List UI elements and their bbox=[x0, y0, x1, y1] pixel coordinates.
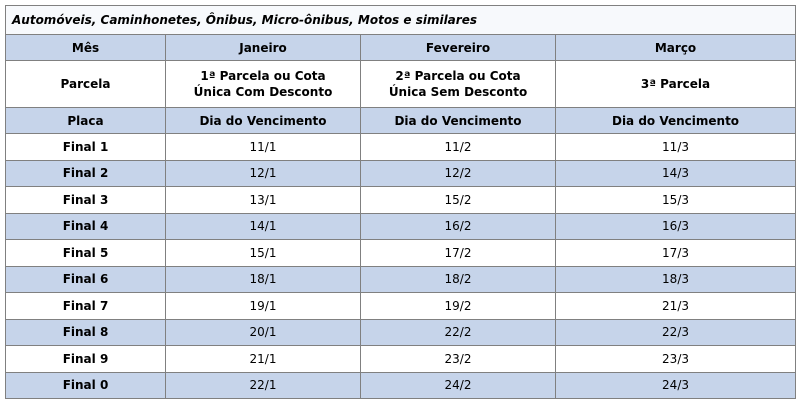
data-row: Final 9 21/1 23/2 23/3 bbox=[5, 345, 797, 373]
data-row: Final 2 12/1 12/2 14/3 bbox=[5, 159, 797, 187]
date-cell: 12/1 bbox=[165, 159, 361, 187]
date-cell: 18/3 bbox=[554, 265, 797, 293]
row-label: Final 8 bbox=[5, 318, 166, 346]
date-cell: 23/3 bbox=[554, 345, 797, 373]
date-cell: 24/3 bbox=[554, 371, 797, 399]
date-cell: 16/2 bbox=[360, 212, 556, 240]
data-row: Final 4 14/1 16/2 16/3 bbox=[5, 212, 797, 240]
date-cell: 22/3 bbox=[554, 318, 797, 346]
data-row: Final 5 15/1 17/2 17/3 bbox=[5, 239, 797, 267]
data-row: Final 8 20/1 22/2 22/3 bbox=[5, 318, 797, 346]
date-cell: 15/1 bbox=[165, 239, 361, 267]
header-cell: Dia do Vencimento bbox=[554, 107, 797, 134]
header-cell: Placa bbox=[5, 107, 166, 134]
date-cell: 19/1 bbox=[165, 292, 361, 320]
date-cell: 11/1 bbox=[165, 133, 361, 161]
row-label: Final 9 bbox=[5, 345, 166, 373]
header-cell: Mês bbox=[5, 34, 166, 61]
data-row: Final 1 11/1 11/2 11/3 bbox=[5, 133, 797, 161]
date-cell: 22/2 bbox=[360, 318, 556, 346]
date-cell: 22/1 bbox=[165, 371, 361, 399]
date-cell: 13/1 bbox=[165, 186, 361, 214]
schedule-table: Automóveis, Caminhonetes, Ônibus, Micro-… bbox=[4, 5, 797, 399]
date-cell: 15/2 bbox=[360, 186, 556, 214]
header-cell: 3ª Parcela bbox=[554, 60, 797, 108]
header-cell: Fevereiro bbox=[360, 34, 556, 61]
date-cell: 21/3 bbox=[554, 292, 797, 320]
data-row: Final 6 18/1 18/2 18/3 bbox=[5, 265, 797, 293]
date-cell: 12/2 bbox=[360, 159, 556, 187]
title-row: Automóveis, Caminhonetes, Ônibus, Micro-… bbox=[4, 5, 797, 35]
header-cell: Dia do Vencimento bbox=[360, 107, 556, 134]
row-label: Final 2 bbox=[5, 159, 166, 187]
row-label: Final 0 bbox=[5, 371, 166, 399]
date-cell: 11/2 bbox=[360, 133, 556, 161]
header-cell: Parcela bbox=[5, 60, 166, 108]
data-row: Final 0 22/1 24/2 24/3 bbox=[5, 371, 797, 399]
date-cell: 17/2 bbox=[360, 239, 556, 267]
data-row: Final 7 19/1 19/2 21/3 bbox=[5, 292, 797, 320]
date-cell: 16/3 bbox=[554, 212, 797, 240]
date-cell: 23/2 bbox=[360, 345, 556, 373]
row-label: Final 3 bbox=[5, 186, 166, 214]
date-cell: 14/3 bbox=[554, 159, 797, 187]
table-body: Automóveis, Caminhonetes, Ônibus, Micro-… bbox=[4, 5, 797, 399]
row-label: Final 5 bbox=[5, 239, 166, 267]
header-cell: 2ª Parcela ou Cota Única Sem Desconto bbox=[360, 60, 556, 108]
date-cell: 17/3 bbox=[554, 239, 797, 267]
table-title: Automóveis, Caminhonetes, Ônibus, Micro-… bbox=[4, 5, 797, 35]
header-cell: 1ª Parcela ou Cota Única Com Desconto bbox=[165, 60, 361, 108]
date-cell: 18/2 bbox=[360, 265, 556, 293]
header-row: Placa Dia do Vencimento Dia do Vencimento D… bbox=[5, 107, 797, 134]
date-cell: 18/1 bbox=[165, 265, 361, 293]
header-cell: Dia do Vencimento bbox=[165, 107, 361, 134]
date-cell: 11/3 bbox=[554, 133, 797, 161]
date-cell: 19/2 bbox=[360, 292, 556, 320]
header-cell: Janeiro bbox=[165, 34, 361, 61]
header-row: Parcela 1ª Parcela ou Cota Única Com Desc… bbox=[5, 60, 797, 108]
date-cell: 21/1 bbox=[165, 345, 361, 373]
header-row: Mês Janeiro Fevereiro Março bbox=[5, 34, 797, 61]
date-cell: 24/2 bbox=[360, 371, 556, 399]
header-cell: Março bbox=[554, 34, 797, 61]
date-cell: 15/3 bbox=[554, 186, 797, 214]
date-cell: 14/1 bbox=[165, 212, 361, 240]
row-label: Final 4 bbox=[5, 212, 166, 240]
row-label: Final 6 bbox=[5, 265, 166, 293]
date-cell: 20/1 bbox=[165, 318, 361, 346]
row-label: Final 1 bbox=[5, 133, 166, 161]
row-label: Final 7 bbox=[5, 292, 166, 320]
data-row: Final 3 13/1 15/2 15/3 bbox=[5, 186, 797, 214]
